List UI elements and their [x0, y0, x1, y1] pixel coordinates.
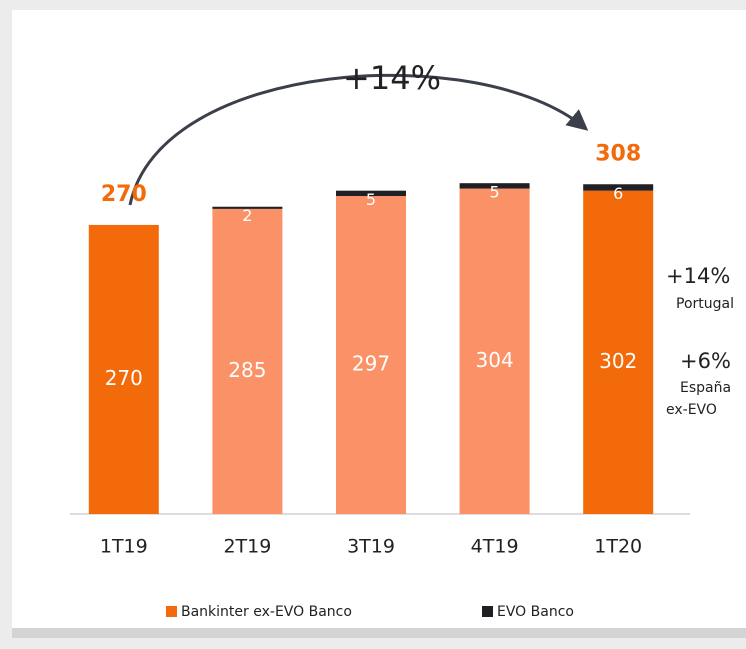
note-value: +6% — [680, 349, 731, 373]
value-label: 304 — [476, 348, 514, 372]
x-tick-label: 1T20 — [594, 536, 642, 558]
bar-segment — [459, 188, 530, 514]
bar-segment — [459, 183, 530, 189]
total-label: 308 — [595, 141, 641, 166]
value-label: 2 — [242, 206, 252, 225]
bar-segment — [212, 208, 283, 514]
arrow-label: +14% — [343, 59, 441, 97]
x-tick-label: 2T19 — [223, 536, 271, 558]
value-label: 5 — [366, 190, 376, 209]
note-label: España ex-EVO — [666, 380, 731, 418]
note-value: +14% — [666, 264, 730, 288]
note-label: Portugal — [676, 296, 734, 312]
x-tick-label: 4T19 — [471, 536, 519, 558]
bar-segment — [583, 190, 654, 514]
growth-arrow — [128, 73, 589, 206]
x-tick-label: 1T19 — [100, 536, 148, 558]
bar-segment — [212, 206, 283, 209]
legend-label: Bankinter ex-EVO Banco — [181, 604, 352, 620]
value-label: 6 — [613, 184, 623, 203]
value-label: 5 — [490, 183, 500, 202]
total-label: 270 — [101, 182, 147, 207]
legend-label: EVO Banco — [497, 604, 574, 620]
value-label: 285 — [228, 358, 266, 382]
value-label: 297 — [352, 352, 390, 376]
legend-swatch — [166, 606, 177, 617]
value-label: 302 — [599, 349, 637, 373]
bar-segment — [336, 190, 406, 197]
bar-segment — [583, 184, 654, 191]
value-label: 270 — [105, 366, 143, 390]
x-tick-label: 3T19 — [347, 536, 395, 558]
card-shadow — [12, 628, 746, 638]
legend-swatch — [482, 606, 493, 617]
bar-segment — [88, 224, 159, 515]
bar-segment — [336, 196, 406, 515]
